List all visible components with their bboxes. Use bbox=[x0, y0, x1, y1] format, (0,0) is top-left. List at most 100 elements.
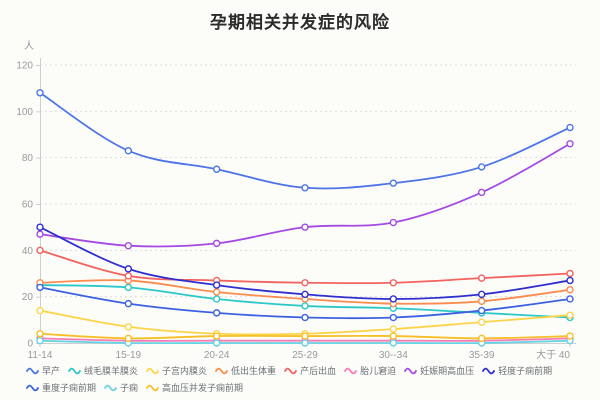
data-point bbox=[36, 89, 44, 97]
series-line-0 bbox=[39, 91, 571, 190]
x-axis-label: 30--34 bbox=[379, 350, 408, 361]
data-point bbox=[124, 147, 133, 155]
legend-squiggle-icon bbox=[68, 367, 81, 374]
legend-label: 高血压并发子痫前期 bbox=[162, 383, 244, 393]
data-point bbox=[477, 318, 486, 326]
series-8 bbox=[36, 283, 574, 322]
data-point bbox=[301, 302, 309, 310]
data-point bbox=[212, 295, 221, 303]
data-point bbox=[36, 283, 44, 292]
y-axis-name: 人 bbox=[24, 40, 34, 52]
data-point bbox=[36, 246, 44, 255]
x-axis-label: 大于 40 bbox=[536, 348, 570, 361]
data-point bbox=[477, 306, 486, 315]
data-point bbox=[389, 218, 398, 227]
x-axis-label: 15-19 bbox=[116, 350, 142, 361]
legend-label: 胎儿窘迫 bbox=[360, 366, 397, 376]
legend-item-4[interactable]: 产后出血 bbox=[284, 364, 336, 377]
series-7 bbox=[36, 223, 574, 303]
legend-squiggle-icon bbox=[104, 384, 117, 391]
x-axis-label: 20-24 bbox=[204, 350, 230, 361]
chart-title: 孕期相关并发症的风险 bbox=[210, 13, 390, 32]
legend-squiggle-icon bbox=[26, 367, 39, 374]
legend-label: 绒毛膜羊膜炎 bbox=[84, 366, 139, 376]
data-point bbox=[389, 295, 398, 303]
legend-label: 子宫内膜炎 bbox=[162, 366, 208, 376]
legend-squiggle-icon bbox=[146, 367, 159, 374]
data-point bbox=[566, 332, 574, 340]
data-point bbox=[301, 290, 309, 299]
legend-squiggle-icon bbox=[26, 384, 39, 391]
series-line-7 bbox=[39, 226, 571, 300]
legend-item-1[interactable]: 绒毛膜羊膜炎 bbox=[68, 364, 138, 377]
data-point bbox=[301, 339, 309, 347]
data-point bbox=[301, 279, 309, 287]
data-point bbox=[124, 283, 133, 292]
data-point bbox=[477, 334, 486, 343]
chart-legend: 早产 绒毛膜羊膜炎 子宫内膜炎 低出生体重 产后出血 胎儿窘迫 妊娠期高血压 轻度子痫前期重度… bbox=[0, 364, 596, 394]
legend-item-2[interactable]: 子宫内膜炎 bbox=[146, 364, 207, 377]
legend-label: 低出生体重 bbox=[231, 366, 277, 376]
legend-item-7[interactable]: 轻度子痫前期 bbox=[482, 364, 552, 377]
data-point bbox=[477, 163, 486, 171]
legend-squiggle-icon bbox=[404, 367, 417, 374]
legend-item-5[interactable]: 胎儿窘迫 bbox=[344, 364, 396, 377]
data-point bbox=[389, 313, 398, 322]
data-point bbox=[477, 297, 486, 305]
data-point bbox=[566, 295, 574, 303]
data-point bbox=[36, 306, 44, 315]
y-axis-label: 20 bbox=[22, 292, 34, 303]
data-point bbox=[124, 299, 133, 308]
legend-squiggle-icon bbox=[284, 367, 297, 374]
data-point bbox=[301, 313, 309, 322]
data-point bbox=[566, 286, 574, 294]
legend-label: 产后出血 bbox=[300, 366, 337, 376]
data-point bbox=[212, 165, 221, 173]
legend-squiggle-icon bbox=[344, 367, 357, 374]
legend-item-0[interactable]: 早产 bbox=[26, 364, 60, 377]
data-point bbox=[124, 323, 133, 331]
legend-item-8[interactable]: 重度子痫前期 bbox=[26, 381, 96, 394]
data-point bbox=[124, 334, 133, 343]
y-axis-label: 60 bbox=[22, 200, 34, 211]
data-point bbox=[212, 288, 221, 296]
series-6 bbox=[36, 140, 574, 250]
y-axis-label: 80 bbox=[22, 153, 34, 164]
data-point bbox=[124, 241, 133, 250]
x-axis-label: 25-29 bbox=[292, 350, 318, 361]
legend-label: 重度子痫前期 bbox=[42, 383, 97, 393]
legend-item-6[interactable]: 妊娠期高血压 bbox=[404, 364, 474, 377]
y-axis-label: 40 bbox=[22, 246, 34, 257]
legend-label: 妊娠期高血压 bbox=[420, 366, 475, 376]
data-point bbox=[36, 230, 44, 238]
series-10 bbox=[36, 330, 574, 343]
legend-item-10[interactable]: 高血压并发子痫前期 bbox=[146, 381, 243, 394]
data-point bbox=[566, 269, 574, 278]
data-point bbox=[301, 223, 309, 231]
legend-label: 早产 bbox=[42, 366, 61, 376]
data-point bbox=[124, 272, 133, 280]
legend-item-9[interactable]: 子痫 bbox=[104, 381, 138, 394]
legend-item-3[interactable]: 低出生体重 bbox=[215, 364, 276, 377]
data-point bbox=[477, 188, 486, 197]
data-point bbox=[212, 332, 221, 340]
data-point bbox=[389, 179, 398, 187]
series-0 bbox=[36, 89, 574, 192]
legend-squiggle-icon bbox=[215, 367, 228, 374]
data-point bbox=[477, 274, 486, 282]
data-point bbox=[36, 336, 44, 345]
legend-label: 子痫 bbox=[120, 383, 139, 393]
data-point bbox=[301, 332, 309, 340]
legend-squiggle-icon bbox=[146, 384, 159, 391]
data-point bbox=[212, 281, 221, 289]
data-point bbox=[36, 330, 44, 338]
data-point bbox=[566, 311, 574, 319]
data-point bbox=[301, 184, 309, 192]
series-line-4 bbox=[39, 249, 571, 285]
legend-squiggle-icon bbox=[482, 367, 496, 374]
y-axis-label: 100 bbox=[16, 107, 33, 118]
y-axis-label: 120 bbox=[16, 61, 33, 72]
data-point bbox=[389, 325, 398, 333]
data-point bbox=[36, 223, 44, 231]
